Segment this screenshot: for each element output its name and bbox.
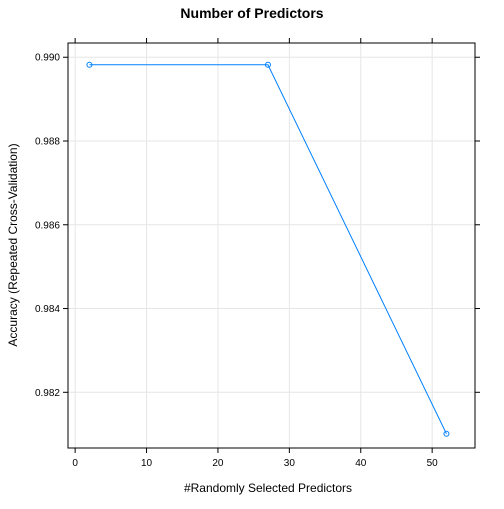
grid-lines <box>68 43 475 448</box>
x-tick-label: 50 <box>427 458 439 469</box>
data-point <box>86 61 93 68</box>
y-tick-label: 0.990 <box>35 53 60 64</box>
plot-frame <box>67 42 476 449</box>
x-tick-label: 10 <box>141 458 153 469</box>
axis-tick-labels: 0 10 20 30 40 50 0.982 0.984 0.986 0.988 0.990 <box>35 53 438 469</box>
x-tick-label: 30 <box>284 458 296 469</box>
data-point <box>443 430 450 437</box>
y-axis-label: Accuracy (Repeated Cross-Validation) <box>6 143 20 346</box>
y-tick-label: 0.982 <box>35 388 60 399</box>
data-point <box>264 61 271 68</box>
y-tick-label: 0.988 <box>35 137 60 148</box>
x-tick-label: 0 <box>72 458 78 469</box>
y-tick-label: 0.986 <box>35 220 60 231</box>
x-axis-label: #Randomly Selected Predictors <box>184 481 352 495</box>
x-tick-label: 20 <box>212 458 224 469</box>
series-line <box>89 64 447 434</box>
series-layer <box>86 61 450 437</box>
x-tick-label: 40 <box>355 458 367 469</box>
y-tick-label: 0.984 <box>35 304 60 315</box>
chart-title: Number of Predictors <box>180 5 323 21</box>
axis-ticks <box>63 38 480 453</box>
